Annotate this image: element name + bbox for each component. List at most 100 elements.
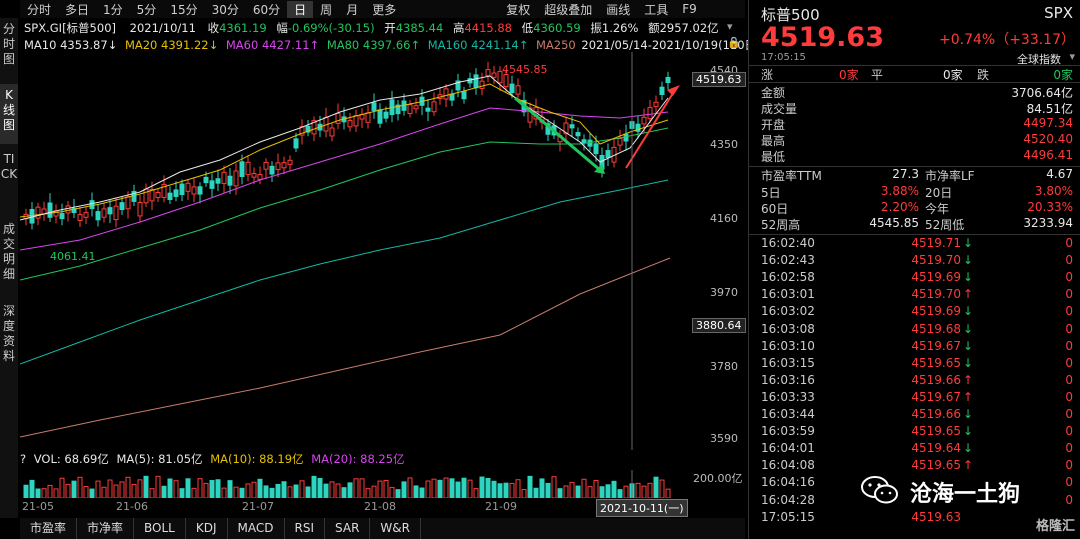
toolbar-item[interactable]: 5分 (136, 2, 157, 17)
toolbar-item[interactable]: 分时 (27, 2, 52, 17)
security-code: SPX.GI[标普500] (24, 21, 116, 35)
volume-bar (347, 482, 353, 498)
help-icon[interactable]: ? (20, 452, 27, 466)
volume-bar (185, 478, 191, 498)
lock-icon[interactable]: 🔒 (727, 36, 741, 49)
candle-body (197, 186, 203, 195)
down-arrow-icon: ↓ (963, 253, 974, 268)
candle-body (449, 93, 455, 101)
volume-bar (329, 481, 335, 498)
candle-body (257, 173, 263, 180)
volume-bar (341, 487, 347, 498)
tick-price: 4519.66 (911, 372, 961, 387)
volume-bar (641, 485, 647, 498)
toolbar-item[interactable]: 画线 (606, 2, 631, 17)
kline-chart[interactable]: 4545.85 4061.41 (20, 52, 688, 450)
toolbar-item[interactable]: 超级叠加 (544, 2, 593, 17)
volume-bar (593, 480, 599, 498)
volume-bar (377, 480, 383, 498)
candle-body (137, 201, 143, 217)
volume-bar (575, 485, 581, 498)
candle-body (119, 202, 125, 211)
volume-bar (323, 483, 329, 498)
indicator-tab[interactable]: RSI (285, 518, 326, 539)
vol-value: VOL: 68.69亿 (33, 452, 109, 466)
fall-label: 跌 (977, 68, 990, 82)
toolbar-item[interactable]: 多日 (65, 2, 90, 17)
indicator-tab[interactable]: KDJ (186, 518, 228, 539)
volume-bar (335, 483, 341, 498)
tab-trade-detail[interactable]: 成交明细 (2, 222, 15, 281)
tick-row: 16:02:58 4519.69 ↓ 0 (761, 270, 1077, 287)
tab-depth-info[interactable]: 深度资料 (2, 304, 15, 363)
tick-volume: 0 (1065, 372, 1073, 387)
indicator-tab[interactable]: 市净率 (77, 518, 135, 539)
volume-bar (161, 485, 167, 498)
chevron-down-icon[interactable]: ▾ (727, 20, 733, 33)
chevron-down-icon[interactable]: ▾ (1069, 50, 1075, 63)
down-arrow-icon: ↓ (963, 338, 974, 353)
candle-body (413, 105, 419, 110)
indicator-tab[interactable]: MACD (228, 518, 285, 539)
indicator-tab[interactable]: 市盈率 (20, 518, 78, 539)
fall-count: 0家 (1053, 68, 1073, 82)
toolbar-item[interactable]: F9 (682, 2, 697, 16)
toolbar-item[interactable]: 月 (346, 2, 359, 17)
down-arrow-icon: ↓ (963, 424, 974, 439)
tick-price: 4519.70 (911, 287, 961, 302)
toolbar-item[interactable]: 周 (320, 2, 333, 17)
indicator-tab[interactable]: BOLL (134, 518, 186, 539)
period-value: 3.80% (1034, 184, 1073, 198)
volume-bar (143, 475, 149, 498)
toolbar-item[interactable]: 15分 (170, 2, 198, 17)
volume-bar (485, 477, 491, 498)
candle-body (161, 183, 167, 198)
candle-body (191, 186, 197, 195)
volume-bar (383, 480, 389, 498)
tick-row: 16:04:08 4519.65 ↑ 0 (761, 458, 1077, 475)
period-label: 5日 (761, 186, 781, 200)
volume-bar (521, 489, 527, 498)
tab-kline[interactable]: K线图 (0, 84, 18, 144)
cursor-date-box: 2021-10-11(一) (596, 499, 688, 517)
indicator-tab[interactable]: W&R (370, 518, 421, 539)
toolbar-item[interactable]: 工具 (644, 2, 669, 17)
toolbar-item[interactable]: 60分 (252, 2, 281, 17)
tick-row: 16:03:15 4519.65 ↓ 0 (761, 356, 1077, 373)
volume-bar (281, 481, 287, 498)
candle-body (365, 112, 371, 123)
volume-bar (395, 489, 401, 498)
volume-bar (659, 479, 665, 498)
candle-body (353, 115, 359, 127)
volume-bar (95, 480, 101, 498)
change-value: -0.69%(-30.15) (287, 21, 375, 35)
tab-tick[interactable]: TICK (0, 152, 18, 181)
wechat-watermark: 沧海一土狗 (860, 470, 1060, 510)
toolbar-item[interactable]: 复权 (506, 2, 531, 17)
tick-time: 16:04:08 (761, 458, 815, 473)
indicator-tab[interactable]: SAR (325, 518, 371, 539)
toolbar-item[interactable]: 更多 (372, 2, 397, 17)
tick-volume: 0 (1065, 287, 1073, 302)
toolbar-item[interactable]: 1分 (103, 2, 123, 17)
crosshair-price-box: 3880.64 (692, 318, 746, 333)
tab-timeshare[interactable]: 分时图 (2, 22, 15, 66)
stat-row: 开盘 4497.34 (761, 116, 1077, 132)
toolbar-item[interactable]: 30分 (211, 2, 239, 17)
candle-body (497, 70, 503, 84)
volume-bar (113, 484, 119, 498)
volume-bar (599, 486, 605, 498)
tick-price: 4519.65 (911, 355, 961, 370)
stat-value: 4520.40 (1023, 132, 1073, 146)
toolbar-item[interactable]: 日 (287, 0, 314, 18)
candle-body (95, 211, 101, 221)
stat-value: 84.51亿 (1026, 102, 1073, 116)
candle-body (149, 188, 155, 202)
vol-ma20: MA(20): 88.25亿 (311, 452, 405, 466)
up-arrow-icon: ↑ (963, 458, 974, 473)
pb-label: 市净率LF (925, 169, 975, 183)
indicator-tabs: 市盈率 市净率 BOLL KDJ MACD RSI SAR W&R (20, 518, 745, 539)
global-index-link[interactable]: 全球指数 (1017, 53, 1061, 66)
ma20-line (20, 83, 669, 218)
candle-body (407, 104, 413, 115)
